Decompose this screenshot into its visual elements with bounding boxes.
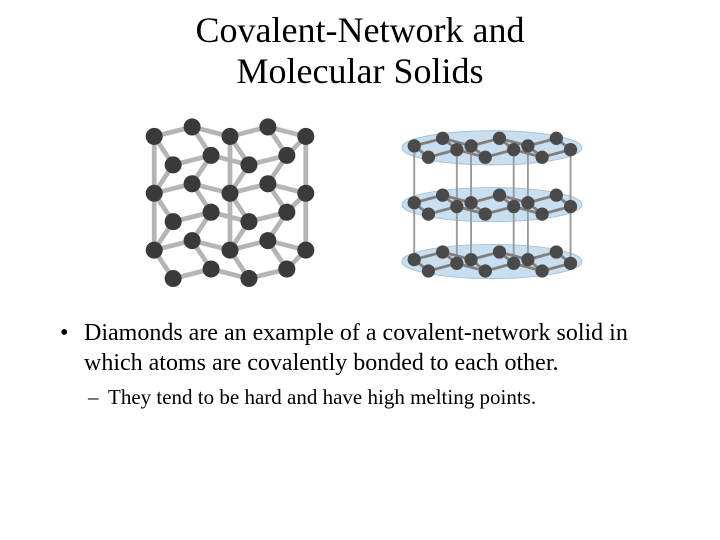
slide-title: Covalent-Network and Molecular Solids bbox=[40, 10, 680, 93]
sub-bullet: They tend to be hard and have high melti… bbox=[60, 384, 660, 410]
main-bullet: Diamonds are an example of a covalent-ne… bbox=[60, 318, 660, 378]
diamond-structure-diagram bbox=[135, 108, 325, 288]
title-line-2: Molecular Solids bbox=[237, 51, 484, 91]
bullet-list: Diamonds are an example of a covalent-ne… bbox=[60, 318, 660, 410]
slide-container: Covalent-Network and Molecular Solids Di… bbox=[0, 0, 720, 540]
diagrams-row bbox=[40, 108, 680, 288]
title-line-1: Covalent-Network and bbox=[196, 10, 525, 50]
graphite-structure-diagram bbox=[395, 108, 585, 288]
